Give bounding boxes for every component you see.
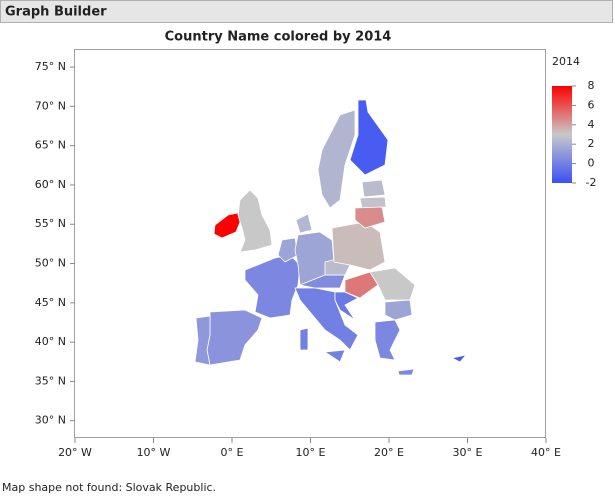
legend-tick-label: 4	[588, 118, 595, 131]
legend-tick-label: 8	[588, 79, 595, 92]
color-bar	[552, 86, 572, 183]
y-tick-label: 75° N	[35, 60, 66, 73]
region	[194, 315, 211, 366]
y-tick-label: 40° N	[35, 335, 66, 348]
region	[317, 109, 356, 209]
y-tick-label: 35° N	[35, 374, 66, 387]
legend-title: 2014	[552, 55, 580, 68]
x-tick-label: 20° E	[374, 446, 404, 459]
region	[334, 291, 359, 321]
x-tick-label: 0° E	[221, 446, 244, 459]
y-tick-label: 70° N	[35, 99, 66, 112]
region	[361, 179, 386, 198]
region	[344, 271, 379, 299]
region	[450, 354, 468, 363]
legend-tick-label: 2	[588, 137, 595, 150]
x-tick-label: 30° E	[453, 446, 483, 459]
x-tick-label: 10° W	[137, 446, 171, 459]
footer-note: Map shape not found: Slovak Republic.	[2, 481, 216, 494]
y-tick-label: 65° N	[35, 139, 66, 152]
y-tick-label: 60° N	[35, 178, 66, 191]
legend-tick-label: -2	[586, 176, 597, 189]
header-title: Graph Builder	[5, 5, 107, 20]
y-tick-label: 45° N	[35, 296, 66, 309]
region	[237, 189, 273, 253]
region	[294, 287, 359, 363]
region	[349, 99, 389, 176]
region	[295, 213, 313, 234]
chart-title: Country Name colored by 2014	[165, 30, 392, 45]
header-bar	[0, 0, 613, 23]
x-tick-label: 40° E	[531, 446, 561, 459]
region	[384, 299, 413, 321]
legend-tick-label: 6	[588, 98, 595, 111]
region	[374, 319, 415, 376]
region	[354, 206, 386, 229]
y-tick-label: 30° N	[35, 414, 66, 427]
legend-tick-label: 0	[588, 157, 595, 170]
region	[213, 212, 241, 239]
region	[277, 237, 299, 263]
region	[359, 196, 387, 209]
x-tick-label: 20° W	[58, 446, 92, 459]
region	[298, 274, 346, 289]
x-tick-label: 10° E	[296, 446, 326, 459]
y-tick-label: 50° N	[35, 257, 66, 270]
y-tick-label: 55° N	[35, 217, 66, 230]
